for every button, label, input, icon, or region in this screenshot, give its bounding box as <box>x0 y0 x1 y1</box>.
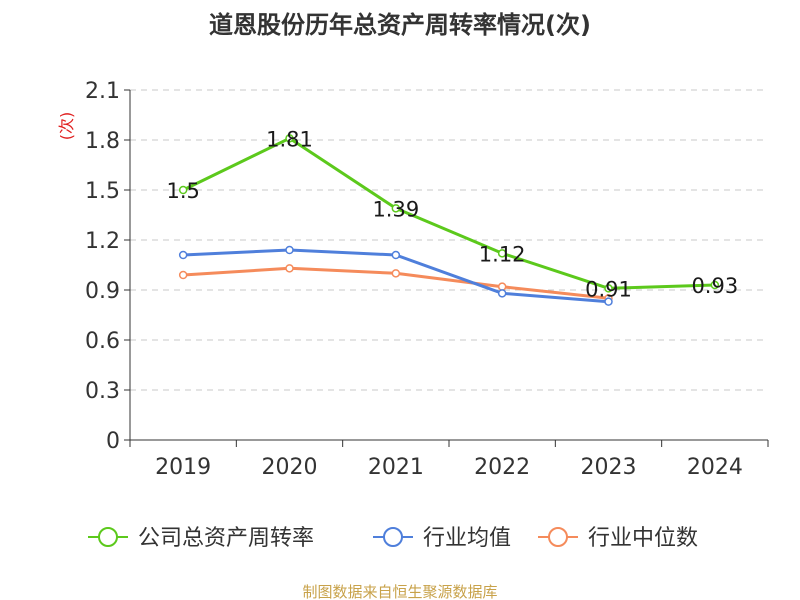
data-point[interactable] <box>285 134 294 143</box>
data-label: 0.93 <box>691 274 738 298</box>
data-label: 1.39 <box>372 197 419 221</box>
data-labels: 1.5 1.81 1.39 1.12 0.91 0.93 <box>166 127 738 301</box>
grid <box>130 89 768 391</box>
data-point[interactable] <box>391 269 401 278</box>
data-point[interactable] <box>497 289 507 298</box>
y-tick-label: 0 <box>106 429 120 454</box>
series-0 <box>178 134 720 293</box>
source-note: 制图数据来自恒生聚源数据库 <box>302 583 497 600</box>
axes: 0 0.3 0.6 0.9 1.2 1.5 1.8 2.1 2019 2020 2021 2022 20… <box>85 79 769 480</box>
x-tick-label: 2021 <box>368 455 424 480</box>
legend-label: 行业均值 <box>423 526 511 551</box>
data-point[interactable] <box>710 280 720 290</box>
y-tick-label: 2.1 <box>85 79 120 104</box>
y-tick-label: 1.2 <box>85 229 120 254</box>
data-label: 1.5 <box>166 179 199 203</box>
data-point[interactable] <box>604 284 613 293</box>
series-group: 1.5 1.81 1.39 1.12 0.91 0.93 <box>166 127 738 306</box>
x-tick-label: 2024 <box>687 455 743 480</box>
data-point[interactable] <box>178 270 188 280</box>
y-tick-label: 0.3 <box>85 379 120 404</box>
data-point[interactable] <box>285 264 294 273</box>
data-label: 1.81 <box>266 127 313 151</box>
data-point[interactable] <box>391 250 401 260</box>
y-tick-label: 0.6 <box>85 329 120 354</box>
x-tick-label: 2019 <box>155 455 211 480</box>
data-point[interactable] <box>178 250 188 260</box>
series-2 <box>178 264 613 303</box>
y-axis-label: (次) <box>57 112 76 141</box>
data-point[interactable] <box>604 297 613 306</box>
x-tick-label: 2022 <box>474 455 530 480</box>
legend-item[interactable]: 行业中位数 <box>538 526 698 551</box>
legend-swatch-marker <box>548 527 568 547</box>
series-line <box>182 136 715 290</box>
legend: 公司总资产周转率 行业均值 行业中位数 <box>88 526 698 551</box>
data-label: 0.91 <box>585 277 632 301</box>
data-point[interactable] <box>178 185 188 195</box>
legend-item[interactable]: 行业均值 <box>373 526 511 551</box>
legend-item[interactable]: 公司总资产周转率 <box>88 526 314 551</box>
y-tick-label: 0.9 <box>85 279 120 304</box>
y-tick-label: 1.8 <box>85 129 120 154</box>
data-point[interactable] <box>497 249 507 258</box>
legend-swatch-marker <box>383 527 403 547</box>
legend-label: 公司总资产周转率 <box>138 526 314 551</box>
data-point[interactable] <box>285 245 294 255</box>
data-label: 1.12 <box>479 242 526 266</box>
legend-label: 行业中位数 <box>588 526 698 551</box>
legend-swatch-marker <box>98 527 118 547</box>
data-point[interactable] <box>391 204 401 213</box>
x-tick-label: 2020 <box>262 455 318 480</box>
x-tick-label: 2023 <box>581 455 637 480</box>
chart-title: 道恩股份历年总资产周转率情况(次) <box>209 11 591 39</box>
series-1 <box>178 245 613 306</box>
y-tick-label: 1.5 <box>85 179 120 204</box>
